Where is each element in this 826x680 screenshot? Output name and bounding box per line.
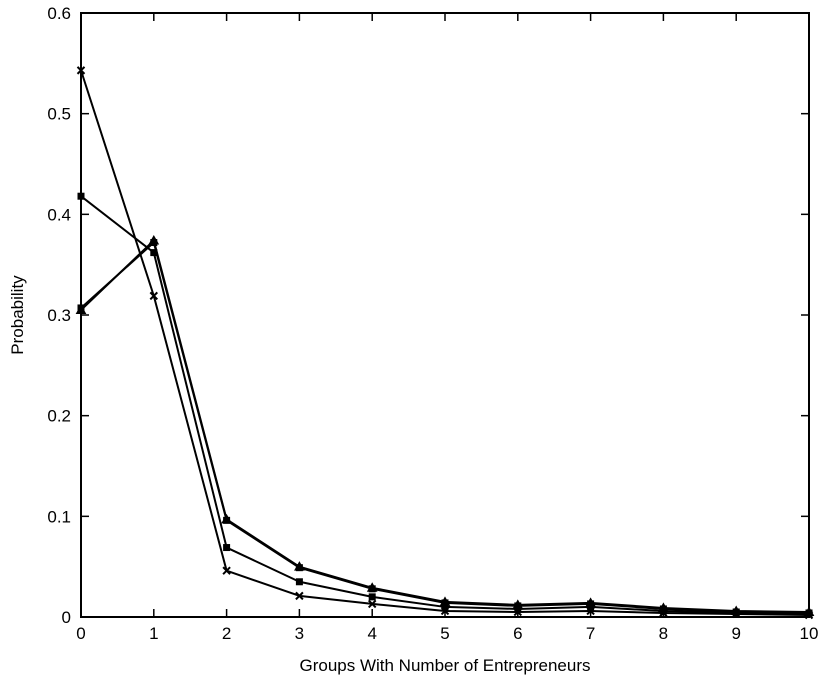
data-point — [441, 599, 449, 607]
y-tick-label: 0.5 — [47, 105, 71, 124]
data-point — [295, 564, 303, 572]
x-tick-label: 9 — [731, 624, 740, 643]
y-tick-label: 0.4 — [47, 205, 71, 224]
data-point — [223, 516, 231, 524]
x-tick-label: 2 — [222, 624, 231, 643]
x-tick-label: 1 — [149, 624, 158, 643]
plot-frame — [80, 12, 810, 618]
y-tick-label: 0 — [62, 608, 71, 627]
data-point — [368, 593, 376, 601]
series-4 — [76, 66, 814, 620]
series-line — [80, 239, 810, 613]
x-tick-label: 3 — [295, 624, 304, 643]
data-point — [295, 591, 304, 601]
data-point — [149, 291, 159, 301]
x-tick-label: 10 — [800, 624, 819, 643]
y-tick-label: 0.2 — [47, 407, 71, 426]
y-axis-label: Probability — [8, 275, 27, 355]
series-line — [80, 195, 810, 615]
x-tick-label: 6 — [513, 624, 522, 643]
data-point — [222, 566, 231, 575]
series-layer — [75, 66, 815, 620]
y-tick-label: 0.3 — [47, 306, 71, 325]
x-tick-label: 7 — [586, 624, 595, 643]
series-1 — [75, 234, 815, 616]
data-point — [587, 603, 595, 611]
series-line — [80, 241, 810, 614]
x-tick-label: 0 — [76, 624, 85, 643]
data-point — [514, 605, 522, 613]
data-point — [150, 249, 158, 257]
x-tick-label: 8 — [659, 624, 668, 643]
data-point — [223, 544, 231, 552]
x-tick-label: 4 — [367, 624, 376, 643]
data-point — [367, 599, 377, 609]
data-point — [295, 578, 303, 586]
y-tick-label: 0.6 — [47, 4, 71, 23]
tick-layer: 0 1 2 3 4 5 6 7 8 9 10 0 0.1 0.2 0.3 0.4 0.5 0.6 — [47, 4, 818, 643]
x-axis-label: Groups With Number of Entrepreneurs — [299, 656, 590, 675]
series-line — [80, 70, 810, 616]
data-point — [368, 585, 376, 593]
data-point — [150, 239, 158, 247]
series-3 — [77, 192, 813, 618]
x-tick-label: 5 — [440, 624, 449, 643]
y-tick-label: 0.1 — [47, 507, 71, 526]
data-point — [441, 603, 449, 611]
